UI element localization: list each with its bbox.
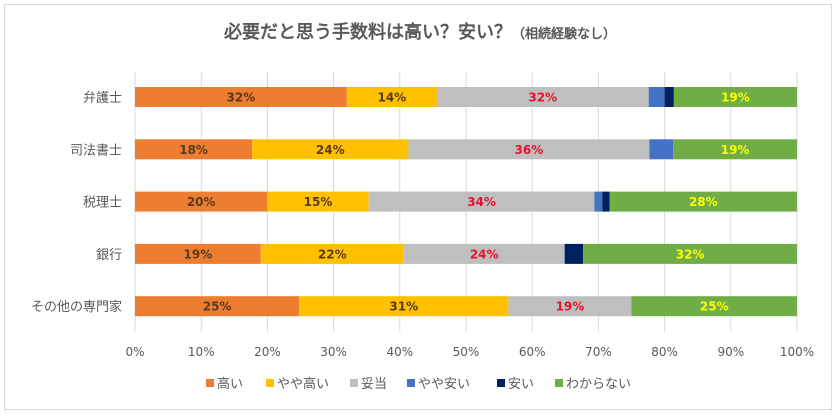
bar-segment	[135, 139, 253, 160]
category-label: 弁護士	[83, 90, 122, 106]
x-tick-label: 30%	[320, 345, 347, 359]
bar-segment	[602, 191, 610, 212]
data-label: 24%	[316, 143, 345, 157]
bar-segment	[368, 191, 595, 212]
legend-label: 高い	[217, 376, 243, 392]
legend: 高い やや高い 妥当 やや安い 安い わからない	[206, 376, 631, 392]
bar-segment	[403, 243, 565, 264]
bar-segment	[648, 87, 665, 107]
bar-segment	[649, 139, 674, 160]
data-label: 19%	[184, 247, 213, 261]
data-label: 18%	[179, 143, 208, 157]
bar-segment	[252, 139, 409, 160]
legend-marker	[206, 379, 214, 387]
bar-segment	[260, 243, 404, 264]
x-tick-label: 40%	[386, 345, 413, 359]
bar-segment	[508, 296, 632, 317]
legend-label: わからない	[566, 377, 631, 392]
data-label: 25%	[203, 300, 232, 314]
bar-segment	[135, 191, 268, 212]
data-label: 32%	[227, 91, 256, 105]
data-label: 32%	[676, 247, 705, 261]
data-label: 24%	[470, 247, 499, 261]
legend-marker	[407, 379, 415, 387]
legend-label: やや高い	[277, 376, 329, 392]
legend-label: 妥当	[361, 377, 387, 392]
bar-segment	[673, 139, 797, 160]
chart-title-main: 必要だと思う手数料は高い？安い？	[223, 22, 512, 43]
x-tick-label: 60%	[519, 345, 546, 359]
category-label: 銀行	[96, 248, 122, 263]
data-label: 34%	[467, 195, 496, 209]
bar-segment	[609, 191, 797, 212]
data-label: 19%	[721, 143, 750, 157]
x-tick-label: 90%	[717, 345, 744, 359]
category-label: その他の専門家	[31, 299, 122, 315]
x-tick-label: 100%	[780, 345, 814, 359]
category-label: 税理士	[83, 196, 122, 211]
data-label: 20%	[187, 195, 216, 209]
bar-segment	[664, 87, 674, 107]
bar-segment	[346, 87, 437, 107]
x-tick-label: 10%	[188, 345, 215, 359]
x-tick-label: 50%	[453, 345, 480, 359]
bar-segment	[564, 243, 584, 264]
bar-segment	[594, 191, 603, 212]
bar-segment	[135, 243, 261, 264]
legend-label: 安い	[508, 377, 534, 392]
data-label: 15%	[304, 195, 333, 209]
data-label: 36%	[515, 143, 544, 157]
x-tick-label: 80%	[651, 345, 678, 359]
bar-segment	[408, 139, 650, 160]
data-label: 28%	[689, 195, 718, 209]
data-label: 32%	[528, 91, 557, 105]
legend-marker	[350, 379, 358, 387]
bar-segment	[583, 243, 797, 264]
data-label: 22%	[318, 247, 347, 261]
legend-marker	[266, 379, 274, 387]
data-label: 14%	[377, 91, 406, 105]
bar-segment	[135, 87, 347, 107]
x-tick-label: 20%	[254, 345, 281, 359]
bar-segment	[135, 296, 300, 317]
category-label: 司法書士	[70, 143, 122, 158]
legend-marker	[555, 379, 563, 387]
legend-label: やや安い	[418, 377, 470, 392]
data-label: 31%	[389, 300, 418, 314]
bar-segment	[673, 87, 797, 107]
chart-title: 必要だと思う手数料は高い？安い？（相続経験なし）	[0, 18, 840, 44]
bar-segment	[436, 87, 649, 107]
data-label: 19%	[556, 300, 585, 314]
x-tick-label: 0%	[125, 345, 144, 359]
bar-segment	[267, 191, 369, 212]
chart-subtitle: （相続経験なし）	[511, 27, 616, 42]
x-tick-label: 70%	[585, 345, 612, 359]
bar-segment	[631, 296, 797, 317]
legend-marker	[497, 379, 505, 387]
data-label: 25%	[700, 300, 729, 314]
bars	[135, 87, 797, 317]
bar-segment	[299, 296, 509, 317]
data-labels: 32% 14% 32% 19% 18% 24% 36% 19% 20% 15% 34% 28% 19% 2…	[179, 91, 750, 314]
x-tick-labels: 0% 10% 20% 30% 40% 50% 60% 70% 80% 90% 100%	[125, 345, 814, 359]
data-label: 19%	[721, 91, 750, 105]
